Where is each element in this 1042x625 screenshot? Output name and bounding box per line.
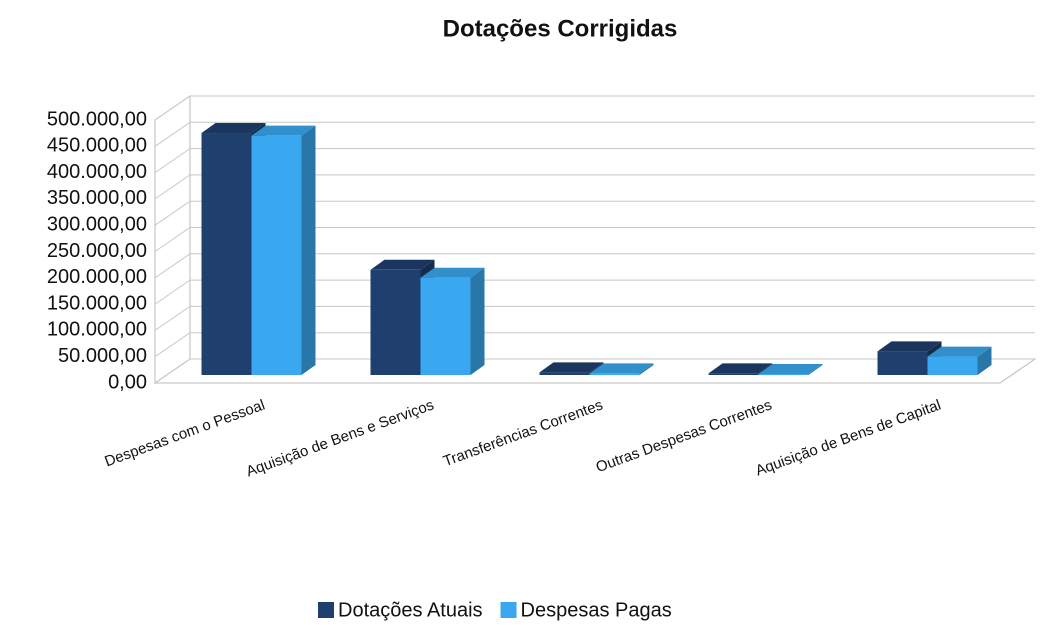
y-tick-label: 50.000,00 — [58, 345, 147, 367]
legend-label: Dotações Atuais — [338, 599, 483, 621]
bar-top — [708, 363, 773, 374]
y-tick-label: 0,00 — [108, 371, 147, 393]
bar-top — [420, 267, 485, 278]
grid-line — [154, 332, 1035, 358]
bar — [539, 372, 590, 375]
bar — [251, 135, 302, 375]
bar-side — [808, 363, 823, 375]
grid-line — [154, 253, 1035, 279]
grid-line — [154, 305, 1035, 331]
grid-line — [154, 358, 1035, 384]
grid-line — [154, 121, 1035, 147]
x-tick-label: Despesas com o Pessoal — [102, 397, 267, 471]
bar — [589, 373, 640, 375]
y-tick-label: 500.000,00 — [47, 108, 147, 130]
x-tick-label: Outras Despesas Correntes — [594, 397, 775, 477]
legend: Dotações Atuais Despesas Pagas — [318, 599, 672, 621]
bar-top — [927, 346, 992, 357]
grid-line — [154, 95, 1035, 121]
legend-swatch — [318, 602, 334, 618]
bar-side — [639, 363, 654, 375]
bar-top — [539, 362, 604, 373]
grid-line — [154, 227, 1035, 252]
bar — [420, 277, 471, 375]
legend-label: Despesas Pagas — [521, 599, 672, 621]
y-tick-label: 250.000,00 — [47, 240, 147, 262]
grid-line — [154, 200, 1035, 226]
y-tick-label: 350.000,00 — [47, 187, 147, 209]
y-tick-label: 200.000,00 — [47, 266, 147, 288]
bar — [877, 351, 928, 375]
bar-side — [301, 125, 316, 375]
bar-top — [251, 125, 316, 136]
chart-title: Dotações Corrigidas — [443, 15, 678, 42]
y-tick-label: 400.000,00 — [47, 161, 147, 183]
y-tick-label: 450.000,00 — [47, 135, 147, 157]
legend-swatch — [500, 602, 517, 618]
grid-line — [154, 148, 1035, 174]
bar-top — [758, 363, 823, 374]
x-tick-label: Transferências Correntes — [441, 397, 605, 471]
bar — [927, 356, 978, 375]
bar — [708, 373, 759, 375]
x-tick-label: Aquisição de Bens e Serviços — [244, 397, 436, 481]
y-tick-label: 150.000,00 — [47, 292, 147, 314]
grid-line — [154, 279, 1035, 305]
bar-side — [977, 346, 992, 375]
bar — [370, 269, 421, 375]
y-tick-label: 100.000,00 — [47, 319, 147, 341]
bar — [201, 133, 252, 375]
bar-top — [370, 259, 435, 270]
bar-top — [589, 363, 654, 374]
bar-top — [201, 123, 266, 134]
grid-line — [154, 174, 1035, 200]
bar-top — [877, 341, 942, 352]
bar — [758, 373, 809, 375]
bar-side — [470, 267, 485, 375]
y-tick-label: 300.000,00 — [47, 213, 147, 235]
x-tick-label: Aquisição de Bens de Capital — [753, 397, 943, 480]
